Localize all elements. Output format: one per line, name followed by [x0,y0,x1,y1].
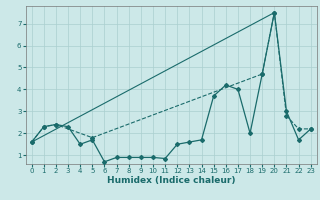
X-axis label: Humidex (Indice chaleur): Humidex (Indice chaleur) [107,176,236,185]
